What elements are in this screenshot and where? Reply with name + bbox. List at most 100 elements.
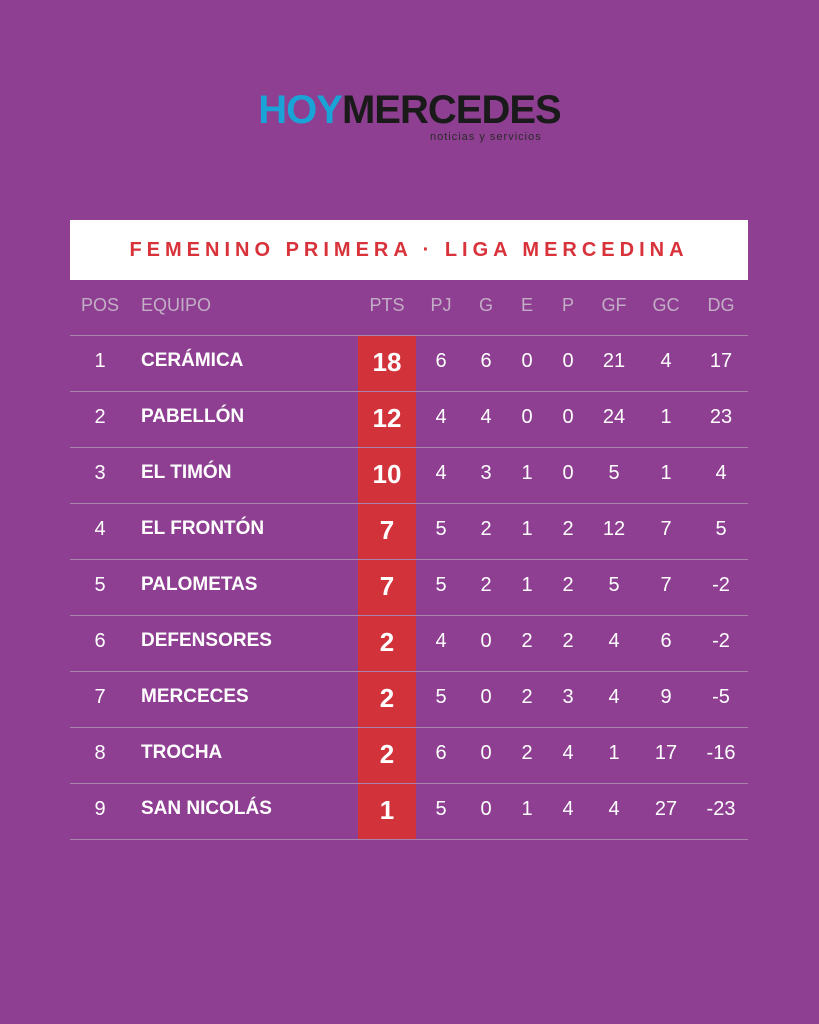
cell: 0: [480, 686, 492, 708]
cell: 4: [562, 742, 574, 764]
cell: 3: [94, 462, 106, 484]
logo: HOYMERCEDES: [0, 88, 819, 133]
cell: 8: [94, 742, 106, 764]
cell: -2: [712, 574, 730, 596]
cell: -5: [712, 686, 730, 708]
column-header: P: [561, 295, 575, 315]
team-name: EL TIMÓN: [141, 462, 232, 483]
column-header: PTS: [369, 295, 405, 315]
cell: 4: [480, 406, 492, 428]
cell: 1: [608, 742, 620, 764]
team-name: TROCHA: [141, 742, 223, 763]
table-title: FEMENINO PRIMERA · LIGA MERCEDINA: [129, 239, 689, 261]
cell: 5: [435, 686, 447, 708]
row-divider: [70, 391, 748, 392]
logo-part: MERCEDES: [341, 88, 562, 132]
cell: 4: [435, 462, 447, 484]
cell: -16: [706, 742, 736, 764]
row-divider: [70, 783, 748, 784]
cell: -23: [706, 798, 736, 820]
cell: 5: [94, 574, 106, 596]
pts-highlight: [358, 335, 416, 840]
cell: 2: [480, 574, 492, 596]
points: 7: [379, 515, 395, 545]
cell: 1: [521, 574, 533, 596]
team-name: EL FRONTÓN: [141, 518, 265, 539]
team-name: MERCECES: [141, 686, 249, 707]
points: 2: [379, 627, 395, 657]
cell: 6: [660, 630, 672, 652]
points: 18: [372, 347, 402, 377]
points: 12: [372, 403, 402, 433]
points: 2: [379, 739, 395, 769]
cell: 2: [562, 630, 574, 652]
tagline: noticias y servicios: [430, 131, 542, 143]
points: 1: [379, 795, 395, 825]
team-name: PABELLÓN: [141, 406, 245, 427]
cell: 4: [435, 630, 447, 652]
row-divider: [70, 839, 748, 840]
cell: 1: [660, 462, 672, 484]
cell: 4: [435, 406, 447, 428]
row-divider: [70, 727, 748, 728]
column-header: GC: [652, 295, 680, 315]
cell: 4: [562, 798, 574, 820]
row-divider: [70, 335, 748, 336]
cell: 2: [562, 518, 574, 540]
cell: 0: [521, 350, 533, 372]
points: 10: [372, 459, 402, 489]
row-divider: [70, 559, 748, 560]
cell: 9: [660, 686, 672, 708]
row-divider: [70, 447, 748, 448]
cell: 1: [521, 518, 533, 540]
cell: 0: [480, 630, 492, 652]
team-name: SAN NICOLÁS: [141, 798, 272, 819]
cell: 17: [654, 742, 678, 764]
column-header: GF: [601, 295, 627, 315]
cell: 5: [435, 574, 447, 596]
column-header: E: [520, 295, 534, 315]
cell: 5: [608, 574, 620, 596]
cell: 7: [94, 686, 106, 708]
title-box: FEMENINO PRIMERA · LIGA MERCEDINA: [70, 220, 748, 280]
cell: 0: [480, 742, 492, 764]
cell: 3: [562, 686, 574, 708]
cell: 5: [435, 518, 447, 540]
cell: 1: [660, 406, 672, 428]
cell: 1: [521, 798, 533, 820]
cell: 12: [602, 518, 626, 540]
cell: 7: [660, 574, 672, 596]
cell: 2: [521, 742, 533, 764]
cell: 6: [480, 350, 492, 372]
column-header: DG: [707, 295, 735, 315]
cell: 1: [521, 462, 533, 484]
cell: 2: [521, 686, 533, 708]
cell: 1: [94, 350, 106, 372]
logo-part: HOY: [258, 88, 343, 132]
cell: 9: [94, 798, 106, 820]
cell: 6: [94, 630, 106, 652]
cell: 2: [480, 518, 492, 540]
column-header: PJ: [430, 295, 452, 315]
cell: -2: [712, 630, 730, 652]
cell: 0: [521, 406, 533, 428]
cell: 4: [608, 686, 620, 708]
team-name: PALOMETAS: [141, 574, 258, 595]
cell: 4: [608, 630, 620, 652]
cell: 6: [435, 350, 447, 372]
cell: 4: [660, 350, 672, 372]
cell: 0: [562, 406, 574, 428]
cell: 2: [562, 574, 574, 596]
cell: 21: [602, 350, 626, 372]
cell: 2: [521, 630, 533, 652]
cell: 7: [660, 518, 672, 540]
row-divider: [70, 503, 748, 504]
cell: 4: [94, 518, 106, 540]
column-header: G: [478, 295, 494, 315]
cell: 27: [654, 798, 678, 820]
team-name: CERÁMICA: [141, 350, 244, 371]
cell: 5: [435, 798, 447, 820]
cell: 0: [562, 350, 574, 372]
row-divider: [70, 671, 748, 672]
